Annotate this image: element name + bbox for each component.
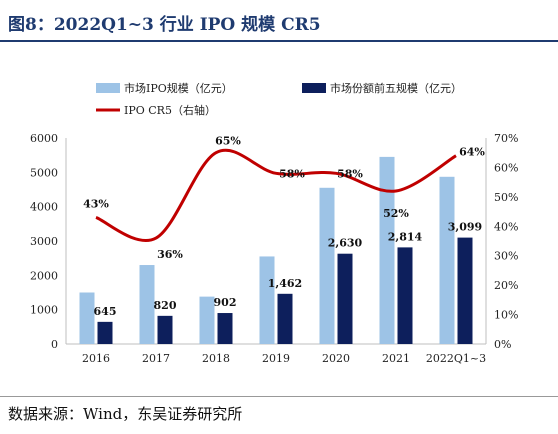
- bar-data-label: 2,630: [328, 237, 363, 250]
- y-right-tick-label: 30%: [494, 250, 518, 263]
- line-data-label: 64%: [459, 146, 485, 159]
- y-right-tick-label: 70%: [494, 132, 518, 145]
- x-tick-label: 2021: [382, 352, 410, 365]
- y-left-tick-label: 6000: [30, 132, 58, 145]
- bar-market-ipo-2: [199, 296, 215, 344]
- x-tick-label: 2017: [142, 352, 170, 365]
- source-note: 数据来源：Wind，东吴证券研究所: [8, 405, 243, 423]
- x-tick-label: 2016: [82, 352, 110, 365]
- bar-market-ipo-6: [439, 176, 455, 344]
- y-left-tick-label: 3000: [30, 235, 58, 248]
- bar-top5-2: [217, 313, 233, 344]
- y-left-tick-label: 2000: [30, 269, 58, 282]
- bar-data-label: 2,814: [388, 230, 423, 243]
- x-tick-label: 2020: [322, 352, 350, 365]
- bar-data-label: 3,099: [448, 221, 482, 234]
- line-data-label: 58%: [279, 167, 305, 180]
- bar-top5-0: [97, 321, 113, 344]
- line-data-label: 43%: [83, 197, 109, 210]
- y-left-tick-label: 0: [51, 338, 58, 351]
- legend-label-1: 市场IPO规模（亿元）: [124, 81, 233, 95]
- y-right-tick-label: 10%: [494, 309, 518, 322]
- source-rule: [0, 396, 558, 397]
- bar-top5-1: [157, 315, 173, 344]
- legend-swatch-2: [302, 83, 326, 93]
- bar-market-ipo-1: [139, 265, 155, 344]
- line-data-label: 52%: [383, 207, 409, 220]
- legend-swatch-1: [96, 83, 120, 93]
- y-right-tick-label: 40%: [494, 220, 518, 233]
- x-tick-label: 2018: [202, 352, 230, 365]
- y-left-tick-label: 4000: [30, 201, 58, 214]
- y-right-tick-label: 20%: [494, 279, 518, 292]
- line-data-label: 58%: [337, 167, 363, 180]
- y-right-tick-label: 0%: [494, 338, 511, 351]
- bar-data-label: 1,462: [268, 277, 302, 290]
- x-tick-label: 2022Q1~3: [426, 352, 486, 365]
- chart: 市场IPO规模（亿元） 市场份额前五规模（亿元） IPO CR5（右轴） 0 1000 2…: [30, 81, 518, 365]
- cr5-line: [95, 148, 457, 242]
- y-left-tick-label: 1000: [30, 304, 58, 317]
- bar-data-label: 902: [214, 296, 237, 309]
- legend-label-3: IPO CR5（右轴）: [124, 103, 216, 117]
- title-rule: [0, 40, 558, 42]
- y-right-tick-label: 60%: [494, 161, 518, 174]
- y-right-tick-label: 50%: [494, 191, 518, 204]
- bar-data-label: 645: [94, 305, 117, 318]
- bar-top5-3: [277, 293, 293, 344]
- bar-market-ipo-3: [259, 256, 275, 344]
- figure-header: 图8：2022Q1~3 行业 IPO 规模 CR5: [0, 0, 558, 44]
- figure-title: 图8：2022Q1~3 行业 IPO 规模 CR5: [8, 15, 321, 35]
- bar-market-ipo-4: [319, 187, 335, 344]
- bar-market-ipo-5: [379, 156, 395, 344]
- bar-data-label: 820: [154, 299, 177, 312]
- bar-market-ipo-0: [79, 292, 95, 344]
- y-left-tick-label: 5000: [30, 166, 58, 179]
- x-tick-label: 2019: [262, 352, 290, 365]
- line-data-label: 65%: [215, 135, 241, 148]
- bar-top5-6: [457, 237, 473, 344]
- bar-top5-5: [397, 247, 413, 344]
- bar-top5-4: [337, 253, 353, 344]
- line-data-label: 36%: [157, 248, 183, 261]
- legend-label-2: 市场份额前五规模（亿元）: [330, 81, 462, 95]
